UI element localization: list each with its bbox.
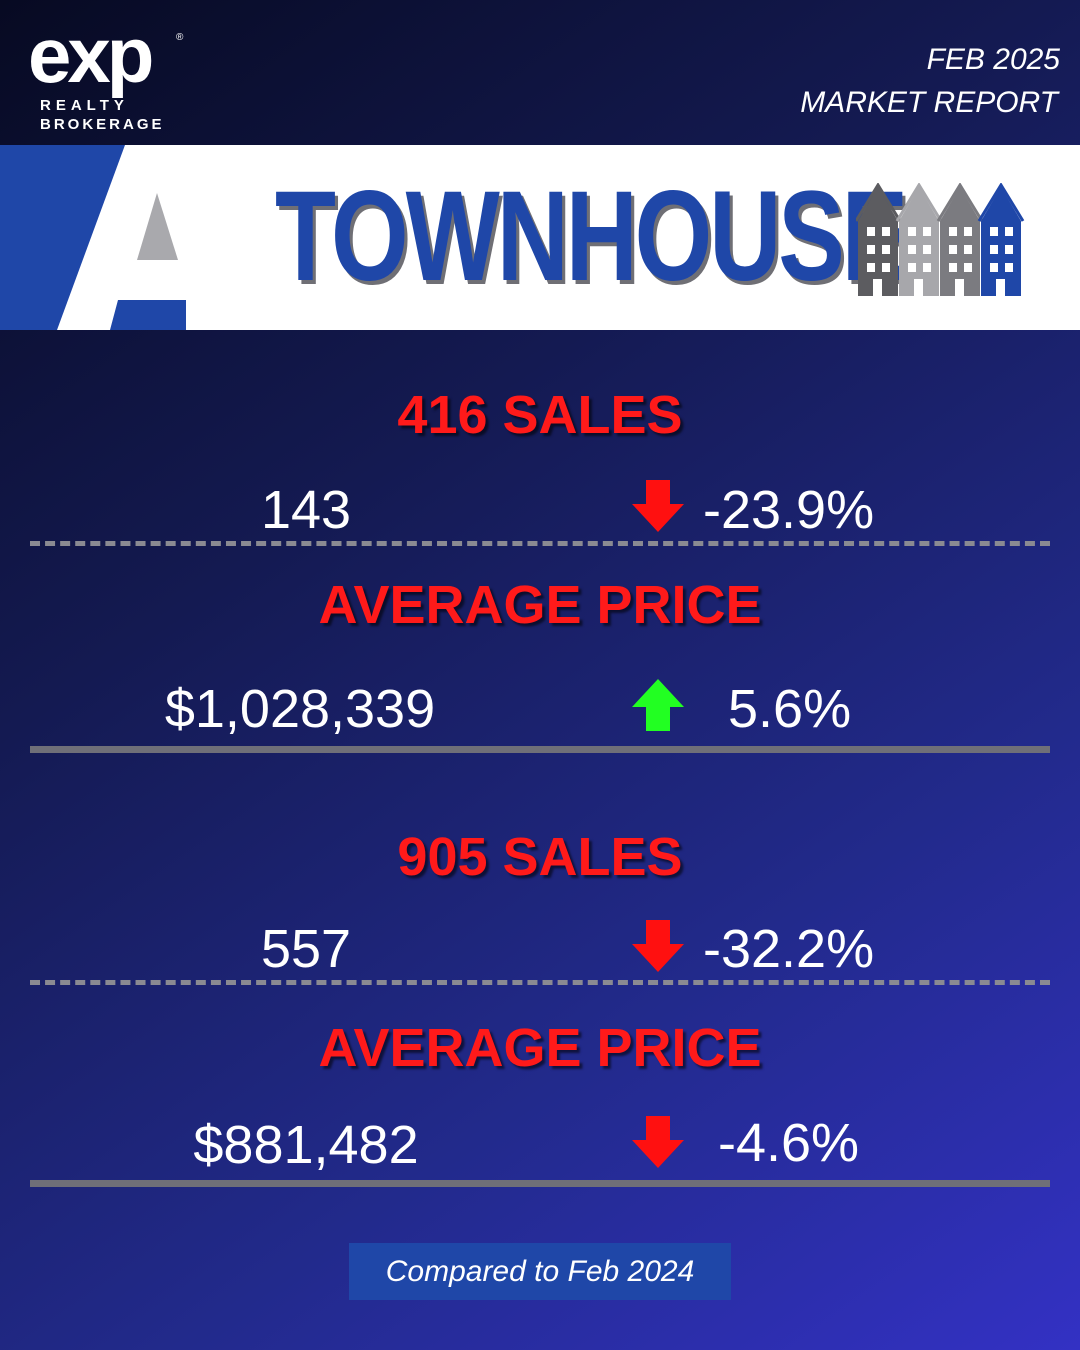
region-905-price-value: $881,482 (193, 1115, 419, 1175)
divider-solid (30, 1180, 1050, 1187)
region-905-price-change: -4.6% (718, 1113, 860, 1173)
logo-brokerage-text: BROKERAGE (40, 116, 165, 133)
region-416-sales-change: -23.9% (703, 480, 875, 540)
divider-solid (30, 746, 1050, 753)
region-416-sales-heading: 416 SALES (397, 385, 683, 445)
region-905-sales-heading: 905 SALES (397, 827, 683, 887)
exp-realty-logo: exp ® REALTY BROKERAGE (28, 16, 198, 135)
down-arrow-icon (632, 920, 684, 972)
region-416-price-heading: AVERAGE PRICE (318, 575, 762, 635)
region-905-sales-value: 557 (260, 919, 352, 979)
townhouse-banner: TOWNHOUSE (0, 145, 1080, 330)
a-monogram-icon (0, 145, 186, 330)
registered-mark: ® (176, 32, 184, 43)
region-416-sales-value: 143 (260, 480, 352, 540)
logo-wordmark: exp (28, 11, 154, 99)
divider-dashed (30, 980, 1050, 985)
comparison-note: Compared to Feb 2024 (385, 1254, 695, 1288)
up-arrow-icon (632, 679, 684, 731)
banner-title: TOWNHOUSE (275, 165, 908, 308)
comparison-note-box: Compared to Feb 2024 (349, 1243, 731, 1300)
region-416-price-change: 5.6% (728, 679, 852, 739)
divider-dashed (30, 541, 1050, 546)
townhouses-icon (856, 183, 1025, 296)
region-905-price-heading: AVERAGE PRICE (318, 1018, 762, 1078)
logo-realty-text: REALTY (40, 97, 129, 114)
down-arrow-icon (632, 1116, 684, 1168)
down-arrow-icon (632, 480, 684, 532)
report-date: FEB 2025 (926, 43, 1060, 76)
region-905-sales-change: -32.2% (703, 919, 875, 979)
report-title: MARKET REPORT (800, 86, 1058, 119)
region-416-price-value: $1,028,339 (164, 679, 436, 739)
